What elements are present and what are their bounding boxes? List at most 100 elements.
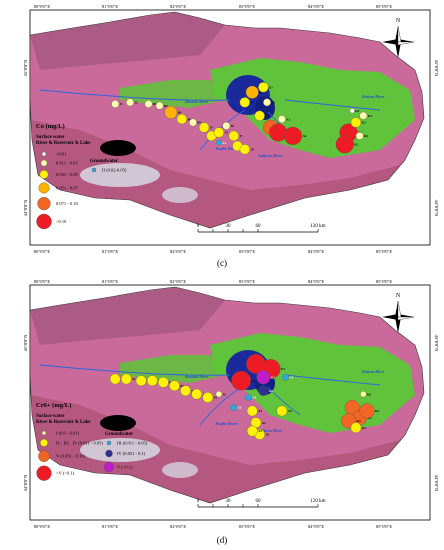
site-marker bbox=[355, 132, 364, 140]
legend-gw-swatch bbox=[91, 167, 97, 173]
lat-tick-label: 45°0'0"N bbox=[434, 60, 439, 77]
map-svg-c: Bortala River Jinghe River Aqikesu River Ku… bbox=[23, 4, 439, 254]
site-marker bbox=[202, 392, 214, 403]
lon-tick-label: 82°0'0"E bbox=[170, 249, 186, 254]
glacier-patch bbox=[162, 187, 198, 203]
legend-groundwater-label: Groundwater bbox=[105, 432, 134, 437]
legend-swatch bbox=[39, 169, 49, 179]
basin-outline bbox=[29, 286, 425, 504]
lon-tick-label: 84°0'0"E bbox=[308, 4, 324, 9]
north-mountains bbox=[30, 12, 225, 70]
river-line bbox=[199, 109, 246, 151]
legend-surface-label: Surface water bbox=[36, 135, 66, 140]
lat-tick-label: 44°0'0"N bbox=[434, 200, 439, 217]
lon-tick-label: 81°0'0"E bbox=[102, 524, 118, 529]
scale-label: 60 bbox=[256, 224, 262, 229]
site-marker bbox=[263, 98, 271, 107]
site-label: E5 bbox=[265, 114, 269, 118]
site-label: A5 bbox=[288, 409, 292, 413]
site-label: K2 bbox=[354, 142, 358, 146]
river-line bbox=[39, 364, 231, 376]
lon-tick-label: 83°0'0"E bbox=[239, 249, 255, 254]
site-label: J5 bbox=[224, 131, 228, 135]
scale-label: 30 bbox=[226, 499, 232, 504]
lat-tick-label: 44°0'0"N bbox=[23, 474, 28, 491]
legend-swatch bbox=[41, 430, 47, 436]
legend-surface-label: River & Reservoir & Lake bbox=[36, 141, 90, 146]
site-label: A4 bbox=[302, 134, 306, 138]
lon-tick-label: 85°0'0"E bbox=[376, 4, 392, 9]
legend-swatch bbox=[40, 159, 48, 167]
site-marker bbox=[135, 375, 147, 387]
site-label: E2 bbox=[259, 90, 263, 94]
river-label: Kuitun River bbox=[361, 369, 385, 374]
site-label: J7 bbox=[239, 134, 243, 138]
north-arrow-icon bbox=[382, 25, 415, 58]
site-label: A2 bbox=[262, 421, 266, 425]
gw-site-label: G2 bbox=[269, 389, 273, 393]
legend-class-label: 0.051 - 0.07 bbox=[56, 185, 78, 190]
site-marker bbox=[258, 82, 269, 93]
site-marker bbox=[360, 390, 367, 398]
site-label: B2 bbox=[164, 104, 168, 108]
site-label: K6 bbox=[367, 392, 371, 396]
site-label: J3 bbox=[210, 126, 214, 130]
site-marker bbox=[169, 380, 180, 392]
north-mountains bbox=[30, 287, 225, 345]
site-label: J6 bbox=[231, 124, 235, 128]
site-marker bbox=[228, 130, 239, 142]
north-arrow-icon bbox=[382, 300, 415, 333]
lon-tick-label: 82°0'0"E bbox=[170, 524, 186, 529]
lon-tick-label: 81°0'0"E bbox=[102, 4, 118, 9]
site-marker bbox=[176, 113, 188, 125]
site-marker bbox=[157, 376, 169, 388]
figure-caption: (d) bbox=[216, 535, 228, 545]
site-label: B1 bbox=[153, 102, 157, 106]
legend-class-label: 0.011 - 0.03 bbox=[56, 161, 78, 166]
site-marker bbox=[276, 405, 288, 417]
legend-title: Cr6+ (mg/L) bbox=[36, 402, 71, 409]
site-label: E1 bbox=[250, 101, 254, 105]
gw-site-marker bbox=[258, 385, 269, 396]
site-marker bbox=[350, 422, 362, 434]
site-marker bbox=[350, 117, 362, 128]
site-label: K6 bbox=[364, 134, 368, 138]
legend-gw-label: IV (0.051 - 0.1) bbox=[117, 451, 146, 456]
legend-swatch bbox=[40, 438, 49, 447]
scale-label: 120 km bbox=[310, 224, 325, 229]
lake bbox=[100, 415, 136, 431]
site-marker bbox=[120, 373, 132, 385]
legend-surface-label: River & Reservoir & Lake bbox=[36, 420, 90, 425]
legend-class-label: >V (>0.1) bbox=[56, 471, 74, 476]
lon-tick-label: 80°0'0"E bbox=[34, 524, 50, 529]
site-label: K3 bbox=[362, 121, 366, 125]
map-svg-d: Bortala River Jinghe River Aqikesu River Ku… bbox=[23, 279, 439, 529]
legend-gw-label: III (0.011 - 0.05) bbox=[117, 441, 148, 446]
gw-site-marker bbox=[230, 404, 238, 411]
lat-tick-label: 45°0'0"N bbox=[23, 59, 28, 76]
site-label: K3 bbox=[375, 409, 379, 413]
legend-class-label: V (0.051 - 0.10) bbox=[56, 454, 86, 459]
site-marker bbox=[239, 97, 250, 108]
gw-site-label: G3 bbox=[252, 396, 256, 400]
site-label: A1 bbox=[286, 117, 290, 121]
lon-tick-label: 83°0'0"E bbox=[239, 524, 255, 529]
scale-bar: 0 30 60 120 km bbox=[197, 224, 326, 233]
map-panel-c: Bortala River Jinghe River Aqikesu River Ku… bbox=[0, 0, 444, 273]
legend-surface-label: Surface water bbox=[36, 414, 66, 419]
gw-site-marker bbox=[282, 373, 289, 381]
sample-sites: J1J2B1B2B3B4B5J3J4J5J6J7J8J9E1E2E3E4E5A1… bbox=[111, 82, 372, 155]
lon-tick-label: 82°0'0"E bbox=[170, 4, 186, 9]
river-label: Kuitun River bbox=[361, 94, 385, 99]
north-label: N bbox=[396, 18, 401, 24]
legend-groundwater-label: Groundwater bbox=[90, 159, 119, 164]
lon-tick-label: 84°0'0"E bbox=[308, 524, 324, 529]
site-marker bbox=[335, 135, 354, 154]
legend-swatch bbox=[36, 465, 52, 481]
site-label: J5 bbox=[222, 392, 226, 396]
site-marker bbox=[189, 118, 197, 127]
lat-tick-label: 44°0'0"N bbox=[23, 199, 28, 216]
lon-tick-label: 82°0'0"E bbox=[170, 279, 186, 284]
river-label: Bortala River bbox=[184, 99, 209, 104]
